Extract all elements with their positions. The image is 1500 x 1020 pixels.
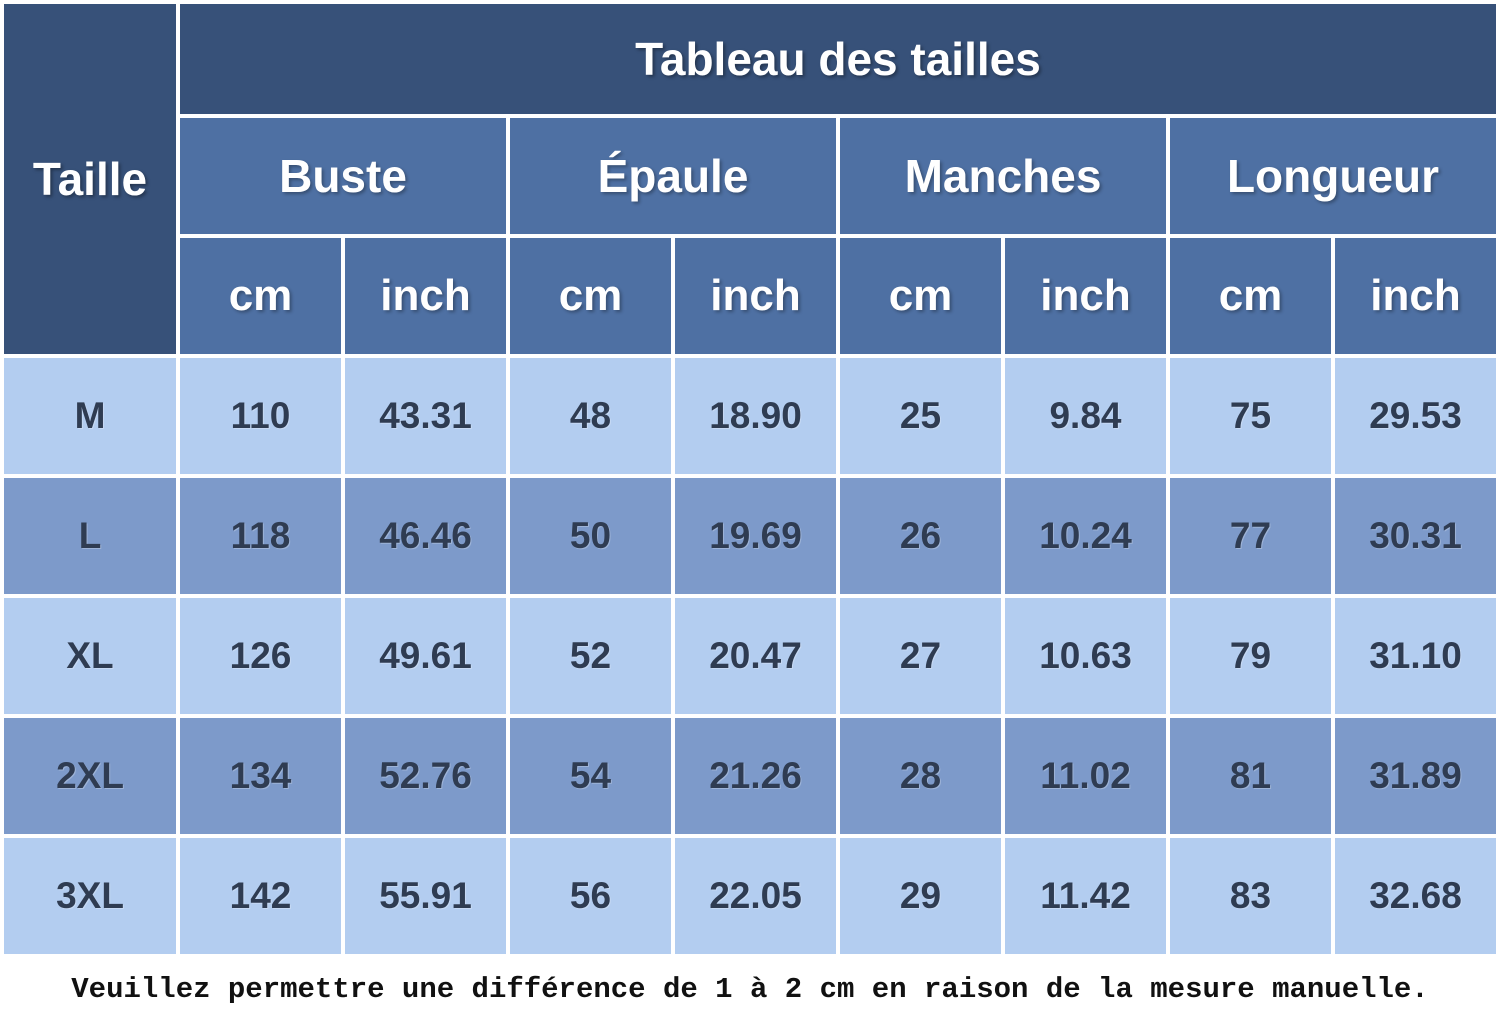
value-cell: 118 <box>180 478 341 594</box>
value-cell: 26 <box>840 478 1001 594</box>
value-cell: 79 <box>1170 598 1331 714</box>
value-cell: 28 <box>840 718 1001 834</box>
unit-header-sleeves-inch: inch <box>1005 238 1166 354</box>
footnote: Veuillez permettre une différence de 1 à… <box>0 958 1500 1020</box>
value-cell: 20.47 <box>675 598 836 714</box>
value-cell: 11.42 <box>1005 838 1166 954</box>
unit-header-bust-inch: inch <box>345 238 506 354</box>
value-cell: 110 <box>180 358 341 474</box>
group-header-sleeves: Manches <box>840 118 1166 234</box>
size-column-header: Taille <box>4 4 176 354</box>
size-table: Taille Tableau des tailles Buste Épaule … <box>4 4 1496 954</box>
value-cell: 49.61 <box>345 598 506 714</box>
size-label: 2XL <box>4 718 176 834</box>
value-cell: 11.02 <box>1005 718 1166 834</box>
value-cell: 18.90 <box>675 358 836 474</box>
unit-header-shoulder-cm: cm <box>510 238 671 354</box>
value-cell: 29.53 <box>1335 358 1496 474</box>
value-cell: 48 <box>510 358 671 474</box>
size-label: L <box>4 478 176 594</box>
value-cell: 81 <box>1170 718 1331 834</box>
unit-header-bust-cm: cm <box>180 238 341 354</box>
value-cell: 22.05 <box>675 838 836 954</box>
value-cell: 134 <box>180 718 341 834</box>
unit-header-length-cm: cm <box>1170 238 1331 354</box>
size-label: 3XL <box>4 838 176 954</box>
value-cell: 54 <box>510 718 671 834</box>
value-cell: 126 <box>180 598 341 714</box>
value-cell: 43.31 <box>345 358 506 474</box>
group-header-bust: Buste <box>180 118 506 234</box>
table-title: Tableau des tailles <box>180 4 1496 114</box>
table-row: L 118 46.46 50 19.69 26 10.24 77 30.31 <box>4 478 1496 594</box>
value-cell: 9.84 <box>1005 358 1166 474</box>
table-row: 3XL 142 55.91 56 22.05 29 11.42 83 32.68 <box>4 838 1496 954</box>
size-label: M <box>4 358 176 474</box>
table-row: XL 126 49.61 52 20.47 27 10.63 79 31.10 <box>4 598 1496 714</box>
size-label: XL <box>4 598 176 714</box>
value-cell: 55.91 <box>345 838 506 954</box>
value-cell: 30.31 <box>1335 478 1496 594</box>
value-cell: 75 <box>1170 358 1331 474</box>
value-cell: 56 <box>510 838 671 954</box>
unit-header-length-inch: inch <box>1335 238 1496 354</box>
value-cell: 50 <box>510 478 671 594</box>
value-cell: 83 <box>1170 838 1331 954</box>
value-cell: 142 <box>180 838 341 954</box>
value-cell: 10.24 <box>1005 478 1166 594</box>
group-header-length: Longueur <box>1170 118 1496 234</box>
table-row-groups: Buste Épaule Manches Longueur <box>4 118 1496 234</box>
value-cell: 46.46 <box>345 478 506 594</box>
table-row: M 110 43.31 48 18.90 25 9.84 75 29.53 <box>4 358 1496 474</box>
value-cell: 77 <box>1170 478 1331 594</box>
value-cell: 52.76 <box>345 718 506 834</box>
unit-header-shoulder-inch: inch <box>675 238 836 354</box>
value-cell: 52 <box>510 598 671 714</box>
unit-header-sleeves-cm: cm <box>840 238 1001 354</box>
value-cell: 25 <box>840 358 1001 474</box>
group-header-shoulder: Épaule <box>510 118 836 234</box>
table-row: 2XL 134 52.76 54 21.26 28 11.02 81 31.89 <box>4 718 1496 834</box>
table-row-title: Taille Tableau des tailles <box>4 4 1496 354</box>
table-row-units: cm inch cm inch cm inch cm inch <box>4 238 1496 354</box>
value-cell: 32.68 <box>1335 838 1496 954</box>
value-cell: 10.63 <box>1005 598 1166 714</box>
value-cell: 31.10 <box>1335 598 1496 714</box>
value-cell: 31.89 <box>1335 718 1496 834</box>
value-cell: 19.69 <box>675 478 836 594</box>
value-cell: 29 <box>840 838 1001 954</box>
value-cell: 21.26 <box>675 718 836 834</box>
value-cell: 27 <box>840 598 1001 714</box>
